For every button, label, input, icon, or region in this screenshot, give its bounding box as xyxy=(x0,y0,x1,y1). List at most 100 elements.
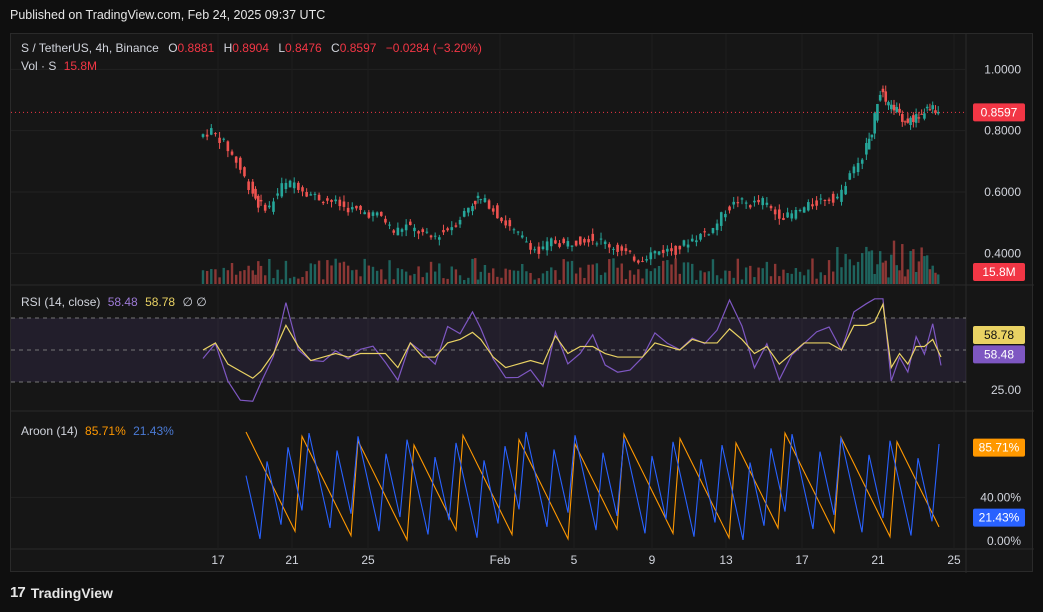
candle xyxy=(346,207,350,213)
candle xyxy=(222,138,226,140)
volume-bar xyxy=(433,271,437,284)
volume-bar xyxy=(928,269,932,284)
volume-bar xyxy=(632,274,636,284)
volume-bar xyxy=(288,278,292,284)
tradingview-footer[interactable]: 17 TradingView xyxy=(10,584,113,601)
candle xyxy=(214,133,217,135)
candle xyxy=(923,113,926,119)
volume-bar xyxy=(912,249,915,284)
volume-badge xyxy=(973,263,1025,281)
chart-canvas[interactable]: 1.0000 0.8000 0.6000 0.4000 17 21 25 Feb 5 9 13 17 2… xyxy=(11,34,1034,573)
candle xyxy=(632,256,636,261)
last-price-label: 0.8597 xyxy=(981,105,1018,119)
volume-bar xyxy=(583,277,586,284)
volume-bar xyxy=(247,265,250,284)
volume-bar xyxy=(757,267,760,284)
volume-bar xyxy=(301,276,304,284)
volume-bar xyxy=(251,270,254,284)
candle xyxy=(305,192,308,197)
volume-bar xyxy=(844,253,847,284)
volume-bar xyxy=(425,272,429,284)
volume-bar xyxy=(367,265,371,284)
candle xyxy=(887,102,890,106)
volume-bar xyxy=(541,273,545,284)
candle xyxy=(819,198,823,200)
volume-bar xyxy=(732,277,735,284)
candle xyxy=(587,239,590,243)
volume-bar xyxy=(856,261,860,284)
candle xyxy=(917,117,921,119)
volume-bar xyxy=(417,266,420,284)
candle xyxy=(732,201,735,205)
volume-bar xyxy=(380,269,383,284)
chart-frame[interactable]: 1.0000 0.8000 0.6000 0.4000 17 21 25 Feb 5 9 13 17 2… xyxy=(10,33,1034,573)
volume-bar xyxy=(699,270,702,284)
candle xyxy=(802,207,806,213)
candle xyxy=(612,248,615,250)
time-tick-label: 25 xyxy=(361,553,375,567)
volume-bar xyxy=(591,264,594,284)
open-label: O xyxy=(168,41,178,55)
volume-bar xyxy=(914,271,918,284)
volume-bar xyxy=(554,270,557,284)
candle xyxy=(686,244,690,248)
volume-bar xyxy=(881,262,885,284)
volume-bar xyxy=(463,279,466,284)
volume-bar xyxy=(537,278,541,284)
candle xyxy=(753,200,756,203)
candle xyxy=(234,156,238,163)
candle xyxy=(909,117,912,125)
time-tick-label: 21 xyxy=(285,553,299,567)
candle xyxy=(666,248,669,252)
candle xyxy=(670,248,673,252)
candle xyxy=(653,251,657,254)
time-tick-label: 13 xyxy=(719,553,733,567)
volume-bar xyxy=(226,270,230,284)
candle xyxy=(562,238,566,244)
volume-bar xyxy=(666,260,669,284)
volume-bar xyxy=(736,258,740,284)
volume-bar xyxy=(794,268,798,284)
volume-bar xyxy=(342,261,346,284)
rsi-legend: RSI (14, close) 58.48 58.78 ∅ ∅ xyxy=(21,295,207,309)
volume-bar xyxy=(599,274,603,284)
volume-bar xyxy=(819,272,822,284)
volume-bar xyxy=(637,269,640,284)
volume-bar xyxy=(906,269,910,284)
tradingview-brand: TradingView xyxy=(30,584,113,601)
volume-bar xyxy=(624,279,628,284)
rsi-ma-badge-label: 58.78 xyxy=(984,328,1014,342)
volume-bar xyxy=(263,275,267,284)
candle xyxy=(637,260,640,263)
volume-bar xyxy=(740,279,744,284)
candle xyxy=(425,231,429,233)
volume-bar xyxy=(832,271,835,284)
volume-bar xyxy=(653,268,657,284)
volume-bar xyxy=(773,263,777,284)
candle xyxy=(876,103,879,121)
volume-bar xyxy=(715,275,719,284)
candle xyxy=(471,206,474,212)
candle xyxy=(903,121,907,123)
candle xyxy=(417,231,420,234)
volume-bar xyxy=(662,260,665,284)
candle xyxy=(699,233,702,240)
candle xyxy=(815,200,818,206)
price-tick-label: 0.8000 xyxy=(984,124,1021,138)
candle xyxy=(384,218,387,223)
candle xyxy=(928,109,932,111)
volume-bar xyxy=(454,269,458,284)
symbol-name: S / TetherUS, 4h, Binance xyxy=(21,41,159,55)
volume-bar xyxy=(641,278,644,284)
candle xyxy=(878,94,882,101)
volume-bar xyxy=(587,264,590,284)
volume-bar xyxy=(483,265,487,284)
high-label: H xyxy=(223,41,233,55)
volume-bar xyxy=(782,269,785,284)
candle xyxy=(807,202,810,211)
volume-bar xyxy=(500,277,503,284)
candle xyxy=(914,114,918,123)
candle xyxy=(549,238,553,247)
candle xyxy=(641,260,644,262)
candle xyxy=(901,114,904,122)
